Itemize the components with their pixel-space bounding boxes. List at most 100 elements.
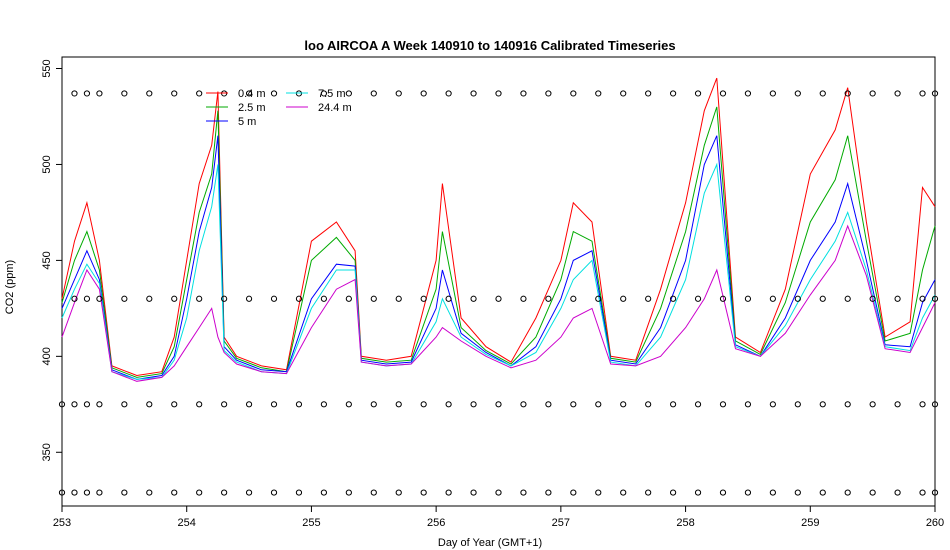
series-line-7-5-m bbox=[61, 162, 936, 380]
reference-point bbox=[769, 90, 776, 97]
reference-point bbox=[196, 90, 203, 97]
reference-point bbox=[171, 489, 178, 496]
reference-point bbox=[270, 401, 278, 408]
reference-point bbox=[819, 401, 826, 408]
reference-point bbox=[320, 295, 327, 302]
reference-point bbox=[345, 90, 352, 97]
reference-point bbox=[744, 295, 752, 302]
reference-point bbox=[395, 90, 402, 97]
series-line-5-m bbox=[61, 135, 936, 380]
reference-point bbox=[470, 401, 477, 408]
reference-point bbox=[744, 90, 752, 97]
reference-point bbox=[96, 295, 103, 302]
reference-point bbox=[620, 90, 627, 97]
y-axis-ticks: 350 400 450 500 550 bbox=[41, 59, 62, 461]
reference-point bbox=[270, 489, 278, 496]
reference-point bbox=[620, 401, 627, 408]
reference-point bbox=[495, 90, 502, 97]
reference-point bbox=[96, 90, 103, 97]
legend: 0.4 m 2.5 m 5 m 7.5 m 24.4 m bbox=[206, 88, 352, 128]
reference-point bbox=[395, 295, 402, 302]
reference-point bbox=[719, 489, 727, 496]
reference-point bbox=[221, 401, 228, 408]
reference-point bbox=[869, 401, 876, 408]
reference-point bbox=[595, 401, 602, 408]
reference-point bbox=[819, 295, 826, 302]
legend-entry: 5 m bbox=[238, 116, 256, 128]
reference-point bbox=[719, 90, 727, 97]
reference-point bbox=[83, 90, 91, 97]
x-tick-label: 254 bbox=[178, 517, 196, 529]
y-tick-label: 550 bbox=[41, 59, 53, 77]
reference-point bbox=[470, 295, 477, 302]
reference-point bbox=[931, 489, 939, 496]
reference-point bbox=[221, 295, 228, 302]
reference-point bbox=[931, 295, 939, 302]
reference-point bbox=[196, 401, 203, 408]
y-tick-label: 500 bbox=[41, 155, 53, 173]
reference-point bbox=[71, 90, 78, 97]
x-axis-ticks: 253 254 255 256 257 258 259 260 bbox=[53, 506, 944, 529]
reference-point bbox=[295, 295, 303, 302]
reference-point bbox=[719, 401, 727, 408]
y-axis-label: CO2 (ppm) bbox=[4, 260, 16, 314]
reference-point bbox=[121, 90, 128, 97]
reference-point bbox=[245, 489, 253, 496]
reference-point bbox=[919, 295, 926, 302]
reference-point bbox=[171, 401, 178, 408]
reference-point bbox=[595, 295, 602, 302]
plot-frame bbox=[61, 56, 936, 507]
reference-point bbox=[58, 489, 66, 496]
legend-entry: 2.5 m bbox=[238, 102, 266, 114]
reference-point bbox=[370, 489, 377, 496]
reference-point bbox=[245, 295, 253, 302]
x-tick-label: 253 bbox=[53, 517, 71, 529]
x-tick-label: 258 bbox=[676, 517, 694, 529]
reference-point bbox=[744, 401, 752, 408]
series-layer bbox=[61, 77, 936, 382]
reference-point bbox=[919, 90, 926, 97]
reference-point bbox=[83, 401, 91, 408]
reference-point bbox=[894, 295, 901, 302]
reference-point bbox=[445, 90, 452, 97]
reference-point bbox=[545, 489, 552, 496]
x-tick-label: 259 bbox=[801, 517, 819, 529]
reference-point bbox=[83, 295, 91, 302]
y-tick-label: 350 bbox=[41, 443, 53, 461]
reference-point bbox=[620, 295, 627, 302]
reference-point bbox=[595, 489, 602, 496]
legend-entry: 24.4 m bbox=[318, 102, 352, 114]
reference-point bbox=[445, 401, 452, 408]
reference-point bbox=[71, 401, 78, 408]
reference-point bbox=[545, 401, 552, 408]
reference-point bbox=[96, 489, 103, 496]
reference-point bbox=[794, 489, 801, 496]
reference-point bbox=[931, 90, 939, 97]
reference-point bbox=[670, 90, 677, 97]
reference-point bbox=[744, 489, 752, 496]
reference-point bbox=[894, 90, 901, 97]
reference-point bbox=[495, 401, 502, 408]
reference-point bbox=[171, 295, 178, 302]
reference-point bbox=[345, 401, 352, 408]
x-tick-label: 260 bbox=[926, 517, 944, 529]
reference-point bbox=[869, 489, 876, 496]
reference-point bbox=[345, 295, 352, 302]
reference-point bbox=[146, 401, 153, 408]
series-line-24-4-m bbox=[61, 224, 936, 382]
reference-point bbox=[58, 401, 66, 408]
reference-point bbox=[295, 401, 303, 408]
reference-point bbox=[520, 295, 527, 302]
reference-point bbox=[645, 90, 652, 97]
reference-point bbox=[545, 295, 552, 302]
reference-point bbox=[420, 295, 427, 302]
reference-point bbox=[694, 295, 702, 302]
reference-point bbox=[520, 489, 527, 496]
legend-entry: 0.4 m bbox=[238, 88, 266, 100]
reference-point bbox=[694, 401, 702, 408]
reference-point bbox=[445, 295, 452, 302]
reference-point bbox=[395, 401, 402, 408]
reference-point bbox=[320, 401, 327, 408]
reference-point bbox=[121, 401, 128, 408]
reference-point bbox=[620, 489, 627, 496]
